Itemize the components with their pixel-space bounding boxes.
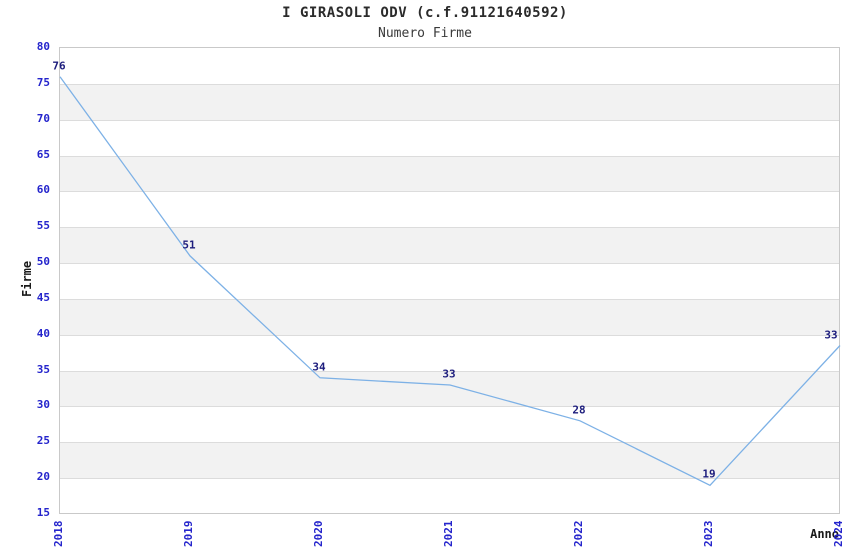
y-tick-label: 55 [36,219,50,233]
y-tick-label: 40 [36,326,50,340]
chart-subtitle: Numero Firme [378,26,472,41]
y-tick-label: 75 [36,75,50,89]
series-line-svg [59,76,841,487]
x-tick-label: 2019 [182,520,195,548]
point-label: 33 [824,328,838,342]
point-label: 33 [442,367,456,381]
x-tick-label: 2022 [572,520,585,548]
y-tick-label: 25 [36,434,50,448]
x-tick-label: 2021 [442,520,455,548]
series-line [59,76,841,487]
y-axis-title: Firme [20,260,34,297]
x-axis-title: Anno [810,527,839,541]
point-label: 51 [182,238,196,252]
point-label: 28 [572,403,586,417]
chart-title: I GIRASOLI ODV (c.f.91121640592) [282,5,568,21]
point-label: 19 [702,467,716,481]
y-tick-label: 70 [36,111,50,125]
x-tick-label: 2020 [312,520,325,548]
y-tick-label: 60 [36,183,50,197]
y-tick-label: 80 [36,40,50,53]
y-tick-label: 35 [36,362,50,376]
y-tick-label: 15 [36,506,50,519]
y-tick-label: 20 [36,470,50,484]
y-tick-label: 65 [36,147,50,161]
x-tick-label: 2018 [52,520,65,548]
plot-area: 76 51 34 33 28 19 33 [52,47,841,514]
y-tick-label: 30 [36,398,50,412]
x-tick-label: 2023 [702,520,715,548]
point-label: 76 [52,59,66,73]
point-label: 34 [312,360,326,374]
